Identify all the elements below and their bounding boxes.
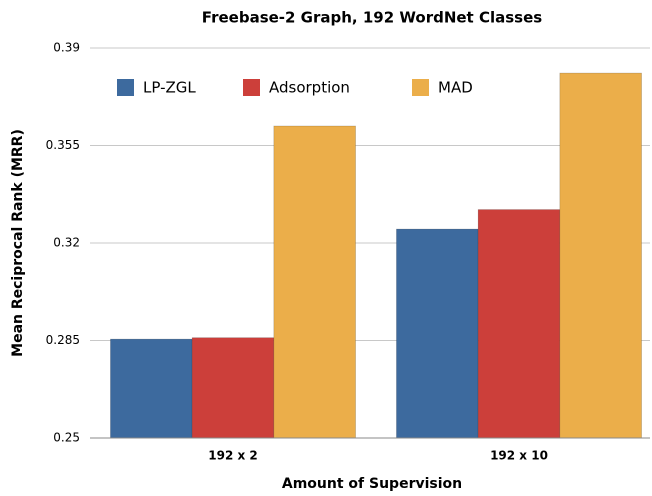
y-tick-label: 0.32	[53, 236, 80, 250]
legend-swatch	[117, 79, 134, 96]
bar	[273, 125, 356, 439]
legend-label: LP-ZGL	[143, 79, 196, 97]
x-tick-label: 192 x 10	[490, 449, 548, 463]
x-tick-label: 192 x 2	[208, 449, 258, 463]
bar	[477, 209, 561, 439]
y-tick-label: 0.39	[53, 41, 80, 55]
y-tick-label: 0.355	[46, 138, 80, 152]
y-tick-label: 0.285	[46, 333, 80, 347]
legend-label: Adsorption	[269, 79, 350, 97]
bar	[110, 338, 193, 439]
x-axis-title: Amount of Supervision	[282, 476, 462, 492]
bar	[191, 337, 275, 439]
chart-title: Freebase-2 Graph, 192 WordNet Classes	[202, 9, 542, 27]
y-tick-label: 0.25	[53, 431, 80, 445]
y-axis-title: Mean Reciprocal Rank (MRR)	[10, 129, 26, 357]
legend-swatch	[243, 79, 260, 96]
legend-swatch	[412, 79, 429, 96]
bar	[559, 72, 642, 439]
bar	[396, 228, 479, 439]
legend-label: MAD	[438, 79, 473, 97]
